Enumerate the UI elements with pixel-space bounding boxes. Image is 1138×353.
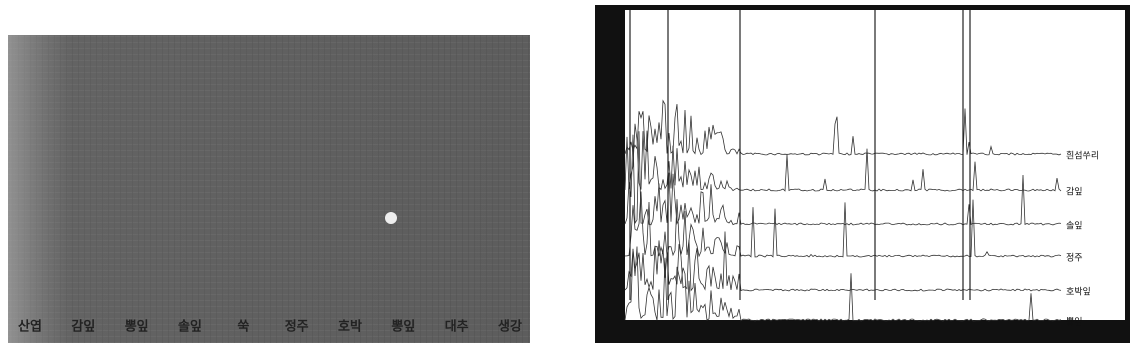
trace-label: 솔잎 (1066, 220, 1083, 232)
lane-label: 생강 (498, 319, 522, 335)
trace (624, 231, 1062, 292)
lane-label: 감잎 (71, 320, 95, 335)
trace (624, 191, 1062, 258)
tlc-plate: 산엽 감잎 뽕잎 솔잎 쑥 정주 호박 뽕잎 대추 생강 (8, 35, 530, 343)
lane-label: 쑥 (237, 320, 249, 335)
trace (624, 99, 1062, 156)
trace-label: 정주 (1066, 253, 1083, 264)
lane-label: 정주 (285, 319, 309, 335)
lane-label: 솔잎 (178, 320, 202, 335)
lane-label: 뽕잎 (125, 320, 149, 335)
lane-label: 대추 (445, 319, 469, 335)
trace-label: 뽕잎 (1066, 316, 1083, 328)
lane-label: 호박 (338, 319, 362, 335)
trace-label: 흰섬쑤리 (1066, 151, 1099, 162)
lane-label: 산엽 (18, 319, 42, 335)
trace-label: 감잎 (1066, 186, 1083, 198)
trace (624, 131, 1062, 226)
trace-label: 호박잎 (1066, 286, 1091, 298)
trace (624, 123, 1062, 192)
lane-label: 뽕잎 (391, 320, 415, 335)
trace (624, 246, 1062, 322)
